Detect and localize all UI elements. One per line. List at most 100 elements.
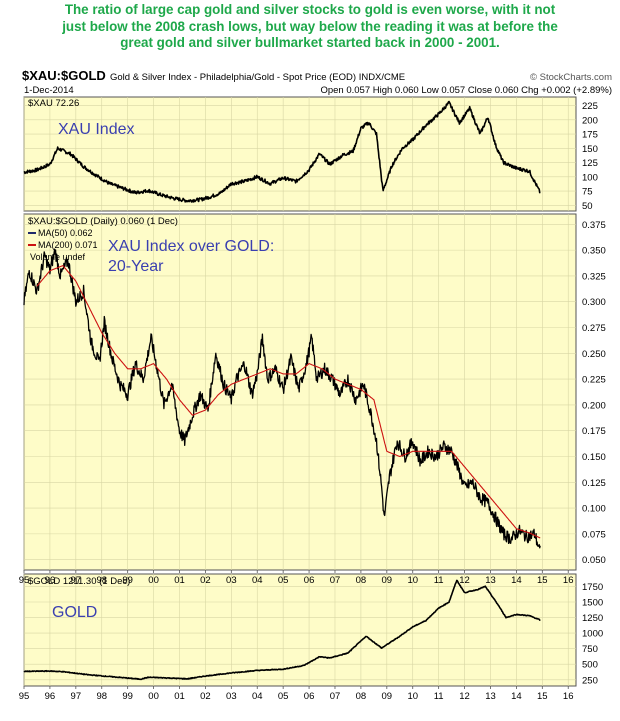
ratio-legend: $XAU:$GOLD (Daily) 0.060 (1 Dec) (28, 216, 178, 227)
x-tick-label: 95 (19, 575, 30, 586)
caption-line-2: just below the 2008 crash lows, but way … (62, 18, 558, 34)
series-xau (23, 100, 541, 203)
y-tick-label: 1250 (582, 613, 603, 624)
ratio-annotation-1: XAU Index over GOLD: (108, 238, 274, 255)
series-ma200 (36, 265, 541, 539)
y-tick-label: 0.225 (582, 375, 606, 386)
ratio-panel (23, 213, 577, 571)
x-tick-label: 99 (122, 691, 133, 702)
chart-date: 1-Dec-2014 (24, 85, 74, 96)
x-tick-label: 99 (122, 575, 133, 586)
y-tick-label: 75 (582, 187, 593, 198)
x-tick-label: 09 (382, 575, 393, 586)
x-tick-label: 97 (71, 575, 82, 586)
x-tick-label: 10 (407, 691, 418, 702)
gold-panel (23, 573, 577, 687)
x-tick-label: 11 (434, 575, 444, 586)
y-tick-label: 200 (582, 115, 598, 126)
x-tick-label: 05 (278, 575, 289, 586)
x-tick-label: 05 (278, 691, 289, 702)
series-layer (23, 100, 541, 681)
x-tick-label: 13 (485, 691, 496, 702)
y-tick-label: 250 (582, 675, 598, 686)
y-tick-label: 0.200 (582, 400, 606, 411)
y-tick-label: 1750 (582, 582, 603, 593)
headline-caption: The ratio of large cap gold and silver s… (6, 2, 614, 52)
x-tick-label: 96 (45, 691, 56, 702)
ma200-legend: MA(200) 0.071 (38, 240, 98, 250)
y-tick-label: 100 (582, 172, 598, 183)
y-tick-label: 125 (582, 158, 598, 169)
stockcharts-credit: © StockCharts.com (530, 72, 612, 83)
x-tick-label: 96 (45, 575, 56, 586)
x-tick-label: 08 (356, 575, 367, 586)
x-tick-label: 06 (304, 575, 315, 586)
xau-annotation: XAU Index (58, 121, 134, 138)
x-tick-label: 12 (459, 575, 470, 586)
x-tick-label: 04 (252, 691, 263, 702)
x-tick-layer: 95 96 97 98 99 00 01 02 03 04 05 06 07 08 09 10 11 12 13 14… (19, 570, 574, 702)
x-tick-label: 09 (382, 691, 393, 702)
caption-line-3: great gold and silver bullmarket started… (120, 35, 500, 50)
y-tick-label: 150 (582, 144, 598, 155)
x-tick-label: 16 (563, 575, 574, 586)
ohlc-readout: Open 0.057 High 0.060 Low 0.057 Close 0.… (320, 85, 612, 96)
y-tick-label: 0.150 (582, 452, 606, 463)
x-tick-label: 14 (511, 691, 522, 702)
x-tick-label: 03 (226, 691, 237, 702)
xau-panel (23, 96, 577, 212)
chart-description: Gold & Silver Index - Philadelphia/Gold … (110, 72, 405, 83)
y-tick-label: 0.350 (582, 246, 606, 257)
x-tick-label: 12 (459, 691, 470, 702)
y-tick-label: 50 (582, 201, 593, 212)
x-tick-label: 10 (407, 575, 418, 586)
y-tick-label: 225 (582, 101, 598, 112)
x-tick-label: 15 (537, 575, 548, 586)
y-tick-label: 0.325 (582, 271, 606, 282)
gold-legend: $GOLD 1211.30 (1 Dec) (28, 576, 130, 587)
gold-annotation: GOLD (52, 604, 97, 621)
y-tick-label: 0.100 (582, 504, 606, 515)
y-tick-label: 0.050 (582, 555, 606, 566)
x-tick-label: 02 (200, 691, 211, 702)
x-tick-label: 00 (148, 575, 159, 586)
series-xaugold (23, 248, 541, 549)
x-tick-label: 06 (304, 691, 315, 702)
x-tick-label: 01 (174, 575, 185, 586)
y-tick-label: 0.300 (582, 297, 606, 308)
x-tick-label: 00 (148, 691, 159, 702)
y-tick-label: 0.250 (582, 349, 606, 360)
y-tick-label: 0.125 (582, 478, 606, 489)
y-tick-label: 1000 (582, 629, 603, 640)
caption-line-1: The ratio of large cap gold and silver s… (64, 2, 556, 17)
x-tick-label: 98 (96, 691, 107, 702)
x-tick-label: 15 (537, 691, 548, 702)
x-tick-label: 08 (356, 691, 367, 702)
y-tick-label: 175 (582, 130, 598, 141)
y-tick-label: 500 (582, 660, 598, 671)
series-gold (23, 579, 541, 681)
xau-legend: $XAU 72.26 (28, 98, 79, 109)
x-tick-label: 98 (96, 575, 107, 586)
x-tick-label: 95 (19, 691, 30, 702)
x-tick-label: 16 (563, 691, 574, 702)
x-tick-label: 02 (200, 575, 211, 586)
x-tick-label: 01 (174, 691, 185, 702)
x-tick-label: 97 (71, 691, 82, 702)
y-tick-label: 0.375 (582, 220, 606, 231)
y-tick-label: 0.075 (582, 529, 606, 540)
x-tick-label: 14 (511, 575, 522, 586)
x-tick-label: 07 (330, 691, 341, 702)
y-tick-label: 0.275 (582, 323, 606, 334)
x-tick-label: 04 (252, 575, 263, 586)
volume-legend: Volume undef (30, 252, 86, 262)
x-tick-label: 13 (485, 575, 496, 586)
y-tick-label: 0.175 (582, 426, 606, 437)
y-tick-label: 750 (582, 644, 598, 655)
x-tick-label: 07 (330, 575, 341, 586)
x-tick-label: 11 (434, 691, 444, 702)
ratio-annotation-2: 20-Year (108, 258, 164, 275)
y-tick-label: 1500 (582, 598, 603, 609)
y-tick-layer: 50 75 100 125 150 175 200 225 0.050 0.075 0.100 0.1… (582, 101, 606, 686)
